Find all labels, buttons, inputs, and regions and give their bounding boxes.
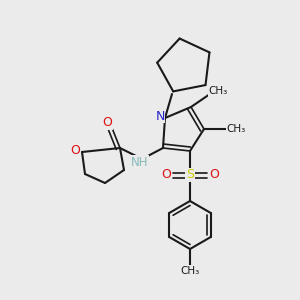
Text: CH₃: CH₃	[180, 266, 200, 276]
Text: O: O	[209, 169, 219, 182]
Text: CH₃: CH₃	[208, 86, 228, 96]
Text: O: O	[102, 116, 112, 130]
Text: S: S	[186, 169, 194, 182]
Text: CH₃: CH₃	[226, 124, 246, 134]
Text: O: O	[161, 169, 171, 182]
Text: NH: NH	[131, 155, 149, 169]
Text: N: N	[155, 110, 165, 122]
Text: O: O	[70, 145, 80, 158]
